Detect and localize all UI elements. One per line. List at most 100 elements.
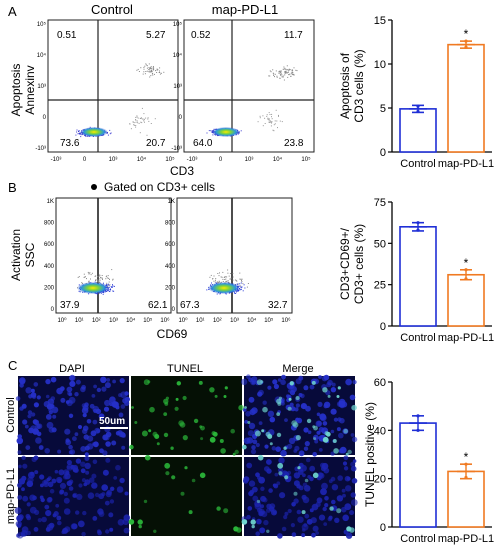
flow-event-dot — [286, 69, 288, 71]
flow-event-dot — [99, 280, 101, 282]
flow-x-tick: 10⁴ — [137, 156, 147, 163]
flow-event-dot — [239, 278, 241, 280]
nucleus-dot — [63, 491, 68, 497]
flow-event-dot — [292, 74, 294, 76]
tunel-dot — [182, 395, 187, 401]
flow-y-tick: 800 — [44, 221, 55, 227]
nucleus-dot — [92, 459, 98, 465]
nucleus-dot — [341, 488, 346, 493]
nucleus-dot — [46, 524, 54, 531]
nucleus-dot — [82, 510, 87, 516]
flow-event-dot — [274, 76, 275, 78]
nucleus-dot — [318, 514, 326, 521]
tunel-dot — [198, 380, 203, 385]
row-label-annexinv: Annexinv — [23, 65, 37, 114]
nucleus-dot — [80, 446, 87, 452]
flow-event-dot — [88, 281, 90, 283]
flow-event-dot — [157, 69, 159, 71]
nucleus-dot — [122, 518, 129, 525]
flow-event-dot — [212, 278, 214, 280]
flow-event-dot — [106, 284, 107, 286]
nucleus-dot — [45, 414, 52, 420]
tunel-dot — [337, 386, 341, 390]
tunel-dot — [171, 475, 176, 480]
tunel-dot — [234, 449, 239, 455]
nucleus-dot — [37, 518, 42, 523]
flow-event-dot — [293, 74, 295, 76]
nucleus-dot — [323, 522, 328, 526]
nucleus-dot — [22, 463, 28, 469]
nucleus-dot — [258, 508, 265, 516]
flow-event-dot — [107, 284, 109, 286]
nucleus-dot — [242, 408, 247, 412]
nucleus-dot — [287, 475, 292, 480]
nucleus-dot — [88, 477, 95, 484]
flow-event-dot — [150, 66, 152, 68]
nucleus-dot — [26, 515, 32, 521]
flow-event-dot — [109, 289, 111, 290]
flow-event-dot — [227, 269, 229, 271]
flow-x-tick: 10⁴ — [273, 156, 283, 163]
flow-event-dot — [236, 283, 238, 285]
nucleus-dot — [295, 403, 300, 408]
nucleus-dot — [65, 400, 70, 404]
nucleus-dot — [46, 421, 54, 429]
tunel-dot — [193, 418, 199, 424]
nucleus-dot — [255, 442, 260, 448]
flow-event-dot — [109, 278, 110, 280]
nucleus-dot — [330, 429, 335, 434]
flow-event-dot — [113, 285, 115, 287]
flow-event-dot — [110, 286, 112, 288]
nucleus-dot — [82, 413, 87, 418]
flow-event-dot — [240, 287, 242, 289]
region-left-value: 67.3 — [180, 300, 200, 311]
flow-event-dot — [241, 281, 243, 283]
flow-event-dot — [213, 128, 215, 130]
nucleus-dot — [81, 403, 87, 408]
tunel-dot — [241, 519, 248, 525]
flow-event-dot — [79, 291, 81, 293]
flow-event-dot — [232, 276, 234, 278]
quadrant-lr-value: 20.7 — [146, 138, 166, 149]
y-axis-label-line2: CD3 cells (%) — [352, 49, 366, 122]
flow-event-dot — [232, 279, 234, 281]
region-right-value: 62.1 — [148, 300, 168, 311]
nucleus-dot — [35, 423, 41, 430]
flow-event-dot — [78, 276, 80, 278]
nucleus-dot — [77, 520, 85, 528]
nucleus-dot — [98, 511, 105, 517]
nucleus-dot — [63, 497, 70, 504]
nucleus-dot — [293, 498, 299, 504]
tunel-dot — [149, 406, 155, 413]
flow-event-dot — [234, 279, 236, 281]
flow-plot-a-control: 0.51 5.27 73.6 20.7 — [47, 19, 179, 153]
flow-event-dot — [235, 293, 237, 294]
category-label: Control — [400, 533, 435, 545]
flow-event-dot — [213, 280, 215, 282]
bar-chart-apoptosis: Apoptosis of CD3 cells (%) 0 5 10 15 Control… — [338, 15, 494, 170]
nucleus-dot — [303, 446, 309, 451]
tunel-dot — [347, 449, 352, 455]
nucleus-dot — [75, 510, 80, 515]
micrograph-dapi-treated — [14, 455, 131, 539]
tunel-dot — [288, 397, 292, 401]
flow-event-dot — [148, 67, 150, 69]
nucleus-dot — [328, 479, 333, 484]
nucleus-dot — [44, 504, 50, 510]
nucleus-dot — [281, 526, 287, 532]
flow-event-dot — [281, 74, 283, 76]
flow-event-dot — [262, 115, 264, 117]
flow-event-dot — [154, 118, 156, 120]
significance-marker: * — [464, 256, 469, 270]
flow-event-dot — [217, 273, 219, 274]
flow-col-label-control: Control — [91, 2, 133, 17]
flow-event-dot — [239, 285, 241, 287]
flow-event-dot — [133, 124, 135, 126]
nucleus-dot — [42, 480, 48, 486]
flow-event-dot — [103, 282, 104, 284]
flow-event-dot — [285, 69, 287, 71]
nucleus-dot — [297, 516, 304, 523]
nucleus-dot — [350, 433, 355, 437]
nucleus-dot — [294, 407, 299, 412]
nucleus-dot — [251, 407, 258, 414]
